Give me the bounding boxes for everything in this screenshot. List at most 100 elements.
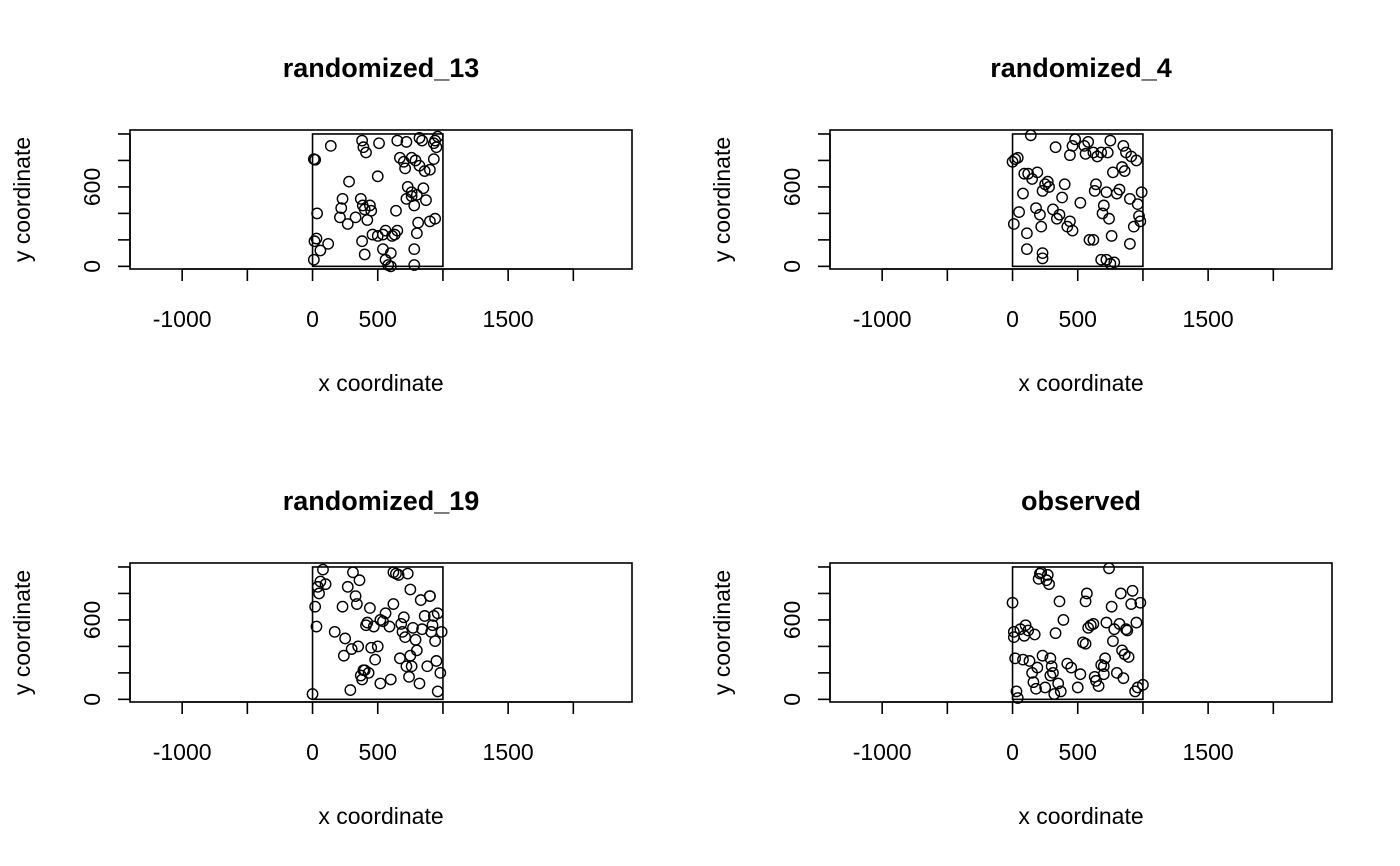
data-point [1056,191,1068,204]
x-tick-label: 500 [359,739,397,765]
data-point [367,620,380,633]
point-layer [1006,129,1148,270]
y-tick-label: 0 [779,260,805,273]
y-tick-label: 600 [779,168,805,206]
data-point [1071,681,1084,694]
data-point [353,574,366,587]
data-point [429,212,442,225]
data-point [1011,692,1024,704]
data-point [1074,196,1087,209]
x-tick-label: 500 [1059,739,1097,765]
data-point [1018,167,1031,180]
data-point [336,192,349,205]
panel-title: observed [1021,486,1141,516]
panel-randomized-13: randomized_13 x coordinate y coordinate … [9,53,633,396]
data-point [1036,649,1049,662]
data-point [1100,253,1113,266]
data-point [431,607,444,620]
data-point [1123,237,1136,250]
data-point [1044,652,1057,665]
data-point [383,620,396,633]
axis-ticks: -1000 0 500 1500 0 600 [79,566,575,765]
data-point [356,235,368,248]
data-point [334,211,346,224]
data-point [360,146,372,159]
data-point [1030,682,1042,695]
data-point [392,569,405,581]
x-tick-label: 1500 [483,306,534,332]
data-point [1036,184,1049,197]
observation-window [311,133,444,268]
data-point [1022,624,1035,637]
data-point [350,598,363,610]
data-point [1079,595,1092,608]
data-point [1039,681,1052,694]
data-point [1078,139,1091,152]
data-point [397,611,410,624]
data-point [1090,178,1102,191]
data-point [1126,584,1139,597]
data-point [347,566,359,579]
data-point [310,232,323,245]
data-point [1035,220,1048,233]
data-point [431,685,444,698]
data-point [1101,146,1114,159]
data-point [365,204,378,217]
data-point [309,153,322,166]
data-point [1105,230,1118,242]
data-point [418,610,431,622]
data-point [328,625,341,638]
data-point [423,590,436,602]
data-point [429,635,442,648]
data-point [401,567,414,580]
data-point [1066,224,1079,237]
data-point [1036,247,1049,260]
data-point [1027,676,1040,689]
data-point [1095,146,1108,159]
y-tick-label: 0 [79,693,105,706]
data-point [1134,215,1147,228]
data-point [1079,637,1092,650]
panel-title: randomized_19 [283,486,480,516]
axis-ticks: -1000 0 500 1500 0 600 [79,133,575,332]
x-tick-label: 1500 [1183,739,1234,765]
x-axis-label: x coordinate [318,803,443,829]
data-point [404,583,417,596]
data-point [1125,598,1138,610]
data-point [1092,680,1105,693]
panel-title: randomized_13 [283,53,480,83]
data-point [343,175,355,188]
data-point [400,660,413,673]
data-point [394,151,406,164]
data-point [1080,587,1093,600]
data-point [349,211,362,224]
data-point [1024,129,1037,142]
point-layer [1006,562,1149,704]
data-point [319,578,332,591]
y-axis-label: y coordinate [709,137,735,262]
data-point [400,192,413,205]
data-point [307,253,320,266]
y-tick-label: 600 [779,601,805,639]
data-point [404,649,417,662]
observation-window [1011,566,1144,701]
data-point [1034,208,1046,221]
data-point [399,162,412,175]
data-point [373,137,385,150]
data-point [1113,183,1126,196]
x-tick-label: 500 [359,306,397,332]
data-point [374,614,387,626]
y-axis-label: y coordinate [709,570,735,695]
data-point [1053,208,1066,221]
data-point [1020,227,1033,240]
observation-window [1011,133,1144,268]
data-point [1097,199,1110,212]
data-point [1047,666,1059,679]
point-layer [307,130,444,273]
data-point [361,616,374,629]
data-point [1043,181,1055,193]
data-point [1017,653,1029,666]
data-point [1053,595,1066,608]
x-tick-label: 1500 [483,739,534,765]
